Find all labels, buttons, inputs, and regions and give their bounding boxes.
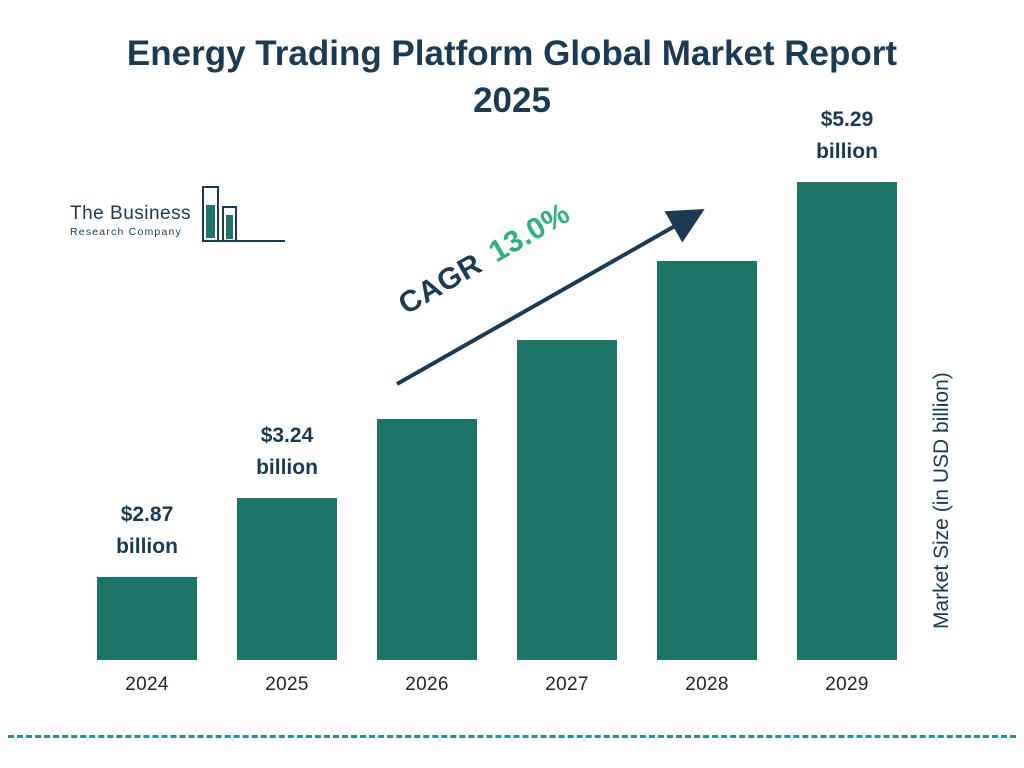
bar-chart-logo-icon xyxy=(197,185,289,256)
bar-column-2024: $2.87 billion 2024 xyxy=(97,100,197,696)
value-label-2025: $3.24 billion xyxy=(256,424,318,479)
value-label-2029: $5.29 billion xyxy=(816,108,878,163)
bar-2029 xyxy=(797,182,897,660)
x-axis-label-2028: 2028 xyxy=(685,674,729,695)
bottom-dashed-divider xyxy=(8,735,1016,738)
title-line-1: Energy Trading Platform Global Market Re… xyxy=(126,34,898,73)
bar-2027 xyxy=(517,340,617,660)
value-label-2024: $2.87 billion xyxy=(116,503,178,558)
bar-column-2029: $5.29 billion 2029 xyxy=(797,100,897,696)
page-title: Energy Trading Platform Global Market Re… xyxy=(0,30,1024,124)
company-logo-text: The Business Research Company xyxy=(70,203,191,238)
x-axis-label-2024: 2024 xyxy=(125,674,169,695)
bar-column-2025: $3.24 billion 2025 xyxy=(237,100,337,696)
bar-column-2028: 2028 xyxy=(657,100,757,696)
company-name: The Business xyxy=(70,202,192,224)
company-logo: The Business Research Company xyxy=(70,185,290,255)
bar-2028 xyxy=(657,261,757,660)
x-axis-label-2029: 2029 xyxy=(825,674,869,695)
bar-chart: $2.87 billion 2024 $3.24 billion 2025 2026 2027… xyxy=(97,100,897,696)
x-axis-label-2025: 2025 xyxy=(265,674,309,695)
bar-column-2027: 2027 xyxy=(517,100,617,696)
bar-2026 xyxy=(377,419,477,660)
bar-2025 xyxy=(237,498,337,660)
x-axis-label-2026: 2026 xyxy=(405,674,449,695)
x-axis-label-2027: 2027 xyxy=(545,674,589,695)
bar-2024 xyxy=(97,577,197,660)
bar-column-2026: 2026 xyxy=(377,100,477,696)
title-line-2: 2025 xyxy=(473,81,551,120)
y-axis-label: Market Size (in USD billion) xyxy=(930,372,953,630)
company-subname: Research Company xyxy=(70,225,182,238)
